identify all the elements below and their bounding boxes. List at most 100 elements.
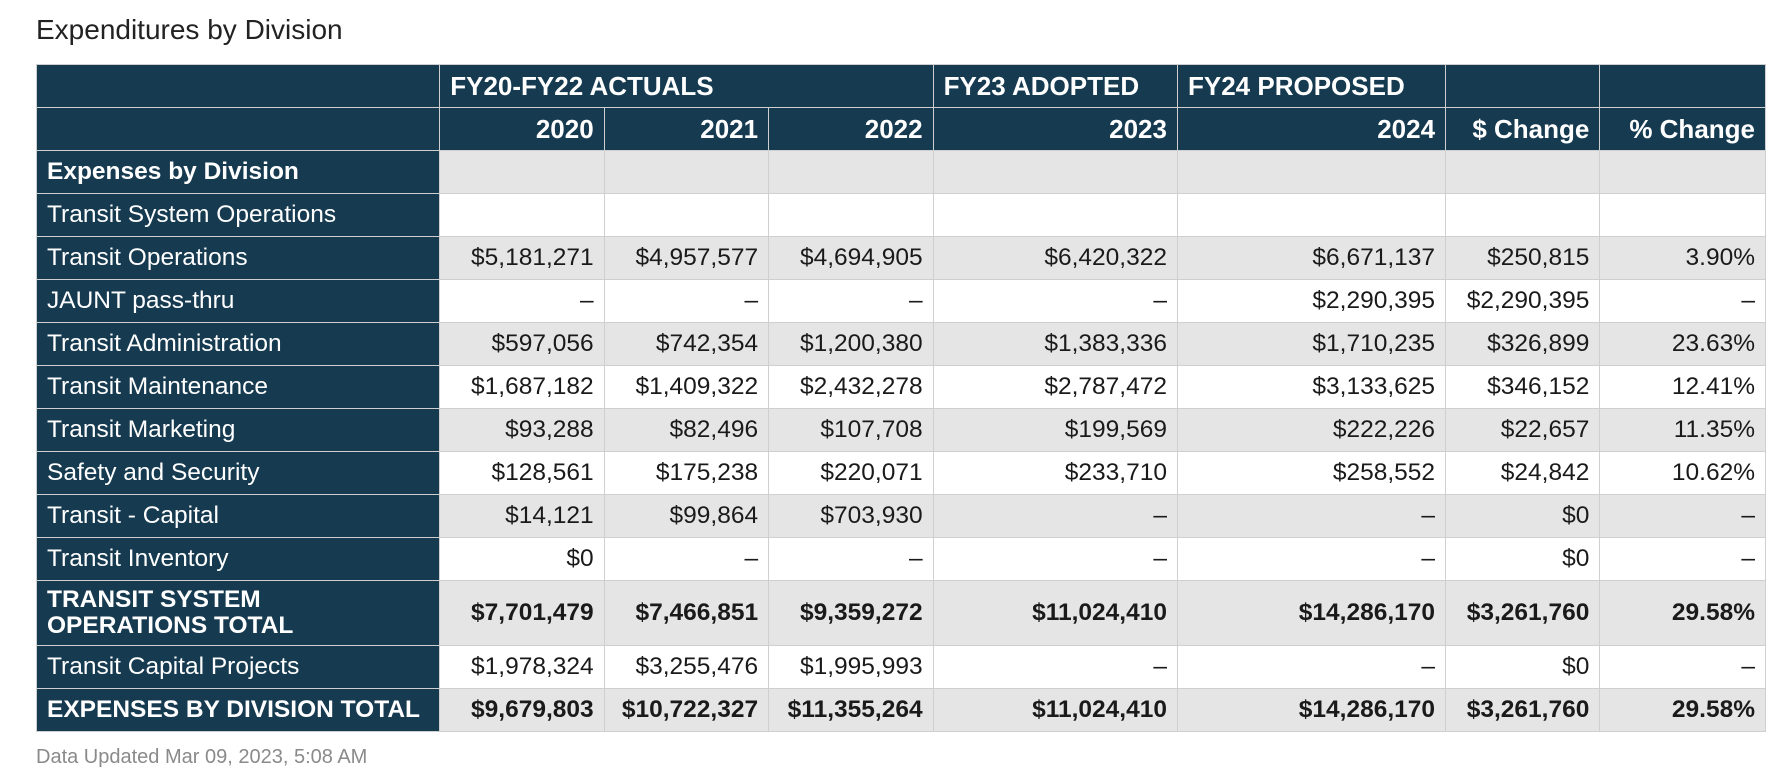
table-row: Transit Marketing $93,288 $82,496 $107,7… bbox=[35, 408, 1766, 452]
cell-2022: $1,995,993 bbox=[768, 645, 934, 689]
row-label-line1: TRANSIT SYSTEM bbox=[47, 586, 261, 613]
cell-2022: – bbox=[768, 279, 934, 323]
cell-2022: $1,200,380 bbox=[768, 322, 934, 366]
cell-2023: $1,383,336 bbox=[932, 322, 1178, 366]
cell-2021: $99,864 bbox=[603, 494, 770, 538]
row-label: Transit Operations bbox=[35, 236, 441, 280]
table-row: Safety and Security $128,561 $175,238 $2… bbox=[35, 451, 1766, 495]
cell-2023: – bbox=[932, 645, 1178, 689]
cell-2022: $4,694,905 bbox=[768, 236, 934, 280]
cell-2024: – bbox=[1176, 494, 1447, 538]
cell-dollar-change: $3,261,760 bbox=[1445, 580, 1601, 646]
table-row-section: Expenses by Division bbox=[35, 150, 1766, 194]
cell-2024: $6,671,137 bbox=[1176, 236, 1447, 280]
cell-pct-change: 3.90% bbox=[1599, 236, 1766, 280]
cell-2020: $7,701,479 bbox=[439, 580, 605, 646]
cell-2020: $9,679,803 bbox=[439, 688, 605, 732]
cell-2024: $1,710,235 bbox=[1176, 322, 1447, 366]
table-row: JAUNT pass-thru – – – – $2,290,395 $2,29… bbox=[35, 279, 1766, 323]
cell-2021: $4,957,577 bbox=[603, 236, 770, 280]
header-pct-change: % Change bbox=[1599, 107, 1766, 151]
cell-2020: $93,288 bbox=[439, 408, 605, 452]
cell-2021: $10,722,327 bbox=[603, 688, 770, 732]
cell-2024: $222,226 bbox=[1176, 408, 1447, 452]
cell-pct-change: – bbox=[1599, 645, 1766, 689]
cell-dollar-change: $0 bbox=[1445, 645, 1601, 689]
cell-2023: $11,024,410 bbox=[932, 688, 1178, 732]
cell-2022: $9,359,272 bbox=[768, 580, 934, 646]
cell-2020: $0 bbox=[439, 537, 605, 581]
cell-pct-change: – bbox=[1599, 494, 1766, 538]
row-label: Transit Inventory bbox=[35, 537, 441, 581]
cell-2024: $3,133,625 bbox=[1176, 365, 1447, 409]
cell-2023: $2,787,472 bbox=[932, 365, 1178, 409]
row-label: Transit Capital Projects bbox=[35, 645, 441, 689]
cell-2024: $14,286,170 bbox=[1176, 580, 1447, 646]
data-updated-note: Data Updated Mar 09, 2023, 5:08 AM bbox=[36, 746, 368, 768]
cell-2022: $2,432,278 bbox=[768, 365, 934, 409]
table-row: Transit Maintenance $1,687,182 $1,409,32… bbox=[35, 365, 1766, 409]
cell-2021: $1,409,322 bbox=[603, 365, 770, 409]
cell-pct-change: 23.63% bbox=[1599, 322, 1766, 366]
cell-2020: $597,056 bbox=[439, 322, 605, 366]
cell-2024: $258,552 bbox=[1176, 451, 1447, 495]
cell-2020: $14,121 bbox=[439, 494, 605, 538]
header-year-2024: 2024 bbox=[1176, 107, 1447, 151]
cell-pct-change: 10.62% bbox=[1599, 451, 1766, 495]
cell-pct-change: – bbox=[1599, 279, 1766, 323]
cell-pct-change: 29.58% bbox=[1599, 688, 1766, 732]
cell-2024: – bbox=[1176, 645, 1447, 689]
cell-pct-change: – bbox=[1599, 537, 1766, 581]
header-empty-pct bbox=[1599, 64, 1766, 108]
cell-2020: $1,978,324 bbox=[439, 645, 605, 689]
table-row: Transit - Capital $14,121 $99,864 $703,9… bbox=[35, 494, 1766, 538]
cell-dollar-change: $24,842 bbox=[1445, 451, 1601, 495]
cell-dollar-change: $22,657 bbox=[1445, 408, 1601, 452]
cell-2021: $175,238 bbox=[603, 451, 770, 495]
cell-2023: – bbox=[932, 279, 1178, 323]
cell-dollar-change: $326,899 bbox=[1445, 322, 1601, 366]
header-corner-2 bbox=[35, 107, 441, 151]
table-row: Transit Administration $597,056 $742,354… bbox=[35, 322, 1766, 366]
header-year-2020: 2020 bbox=[439, 107, 605, 151]
cell-2024: $2,290,395 bbox=[1176, 279, 1447, 323]
header-group-row: FY20-FY22 ACTUALS FY23 ADOPTED FY24 PROP… bbox=[35, 64, 1766, 108]
cell-2024: – bbox=[1176, 537, 1447, 581]
row-label: JAUNT pass-thru bbox=[35, 279, 441, 323]
header-corner bbox=[35, 64, 441, 108]
cell-2022: $703,930 bbox=[768, 494, 934, 538]
header-group-adopted: FY23 ADOPTED bbox=[932, 64, 1178, 108]
header-dollar-change: $ Change bbox=[1445, 107, 1601, 151]
header-year-2021: 2021 bbox=[603, 107, 770, 151]
cell-2022: $220,071 bbox=[768, 451, 934, 495]
row-label: TRANSIT SYSTEM OPERATIONS TOTAL bbox=[35, 580, 441, 646]
cell-pct-change: 29.58% bbox=[1599, 580, 1766, 646]
table-row: Transit Operations $5,181,271 $4,957,577… bbox=[35, 236, 1766, 280]
header-year-row: 2020 2021 2022 2023 2024 $ Change % Chan… bbox=[35, 107, 1766, 151]
row-label: Transit Administration bbox=[35, 322, 441, 366]
header-year-2022: 2022 bbox=[768, 107, 934, 151]
cell-2023: $199,569 bbox=[932, 408, 1178, 452]
cell-2020: $128,561 bbox=[439, 451, 605, 495]
cell-pct-change: 12.41% bbox=[1599, 365, 1766, 409]
cell-2022: – bbox=[768, 537, 934, 581]
cell-2023: $6,420,322 bbox=[932, 236, 1178, 280]
table-row: Transit Inventory $0 – – – – $0 – bbox=[35, 537, 1766, 581]
cell-2023: $11,024,410 bbox=[932, 580, 1178, 646]
cell-2023: – bbox=[932, 494, 1178, 538]
table-row-subgroup: Transit System Operations bbox=[35, 193, 1766, 237]
row-label: Transit Maintenance bbox=[35, 365, 441, 409]
cell-2021: – bbox=[603, 537, 770, 581]
cell-2020: $1,687,182 bbox=[439, 365, 605, 409]
cell-2021: $742,354 bbox=[603, 322, 770, 366]
cell-2022: $11,355,264 bbox=[768, 688, 934, 732]
table-row-grand-total: EXPENSES BY DIVISION TOTAL $9,679,803 $1… bbox=[35, 688, 1766, 732]
cell-2023: – bbox=[932, 537, 1178, 581]
cell-dollar-change: $250,815 bbox=[1445, 236, 1601, 280]
table-row-subtotal: TRANSIT SYSTEM OPERATIONS TOTAL $7,701,47… bbox=[35, 580, 1766, 646]
cell-2023: $233,710 bbox=[932, 451, 1178, 495]
cell-dollar-change: $2,290,395 bbox=[1445, 279, 1601, 323]
table-row: Transit Capital Projects $1,978,324 $3,2… bbox=[35, 645, 1766, 689]
row-label: Transit - Capital bbox=[35, 494, 441, 538]
header-year-2023: 2023 bbox=[932, 107, 1178, 151]
